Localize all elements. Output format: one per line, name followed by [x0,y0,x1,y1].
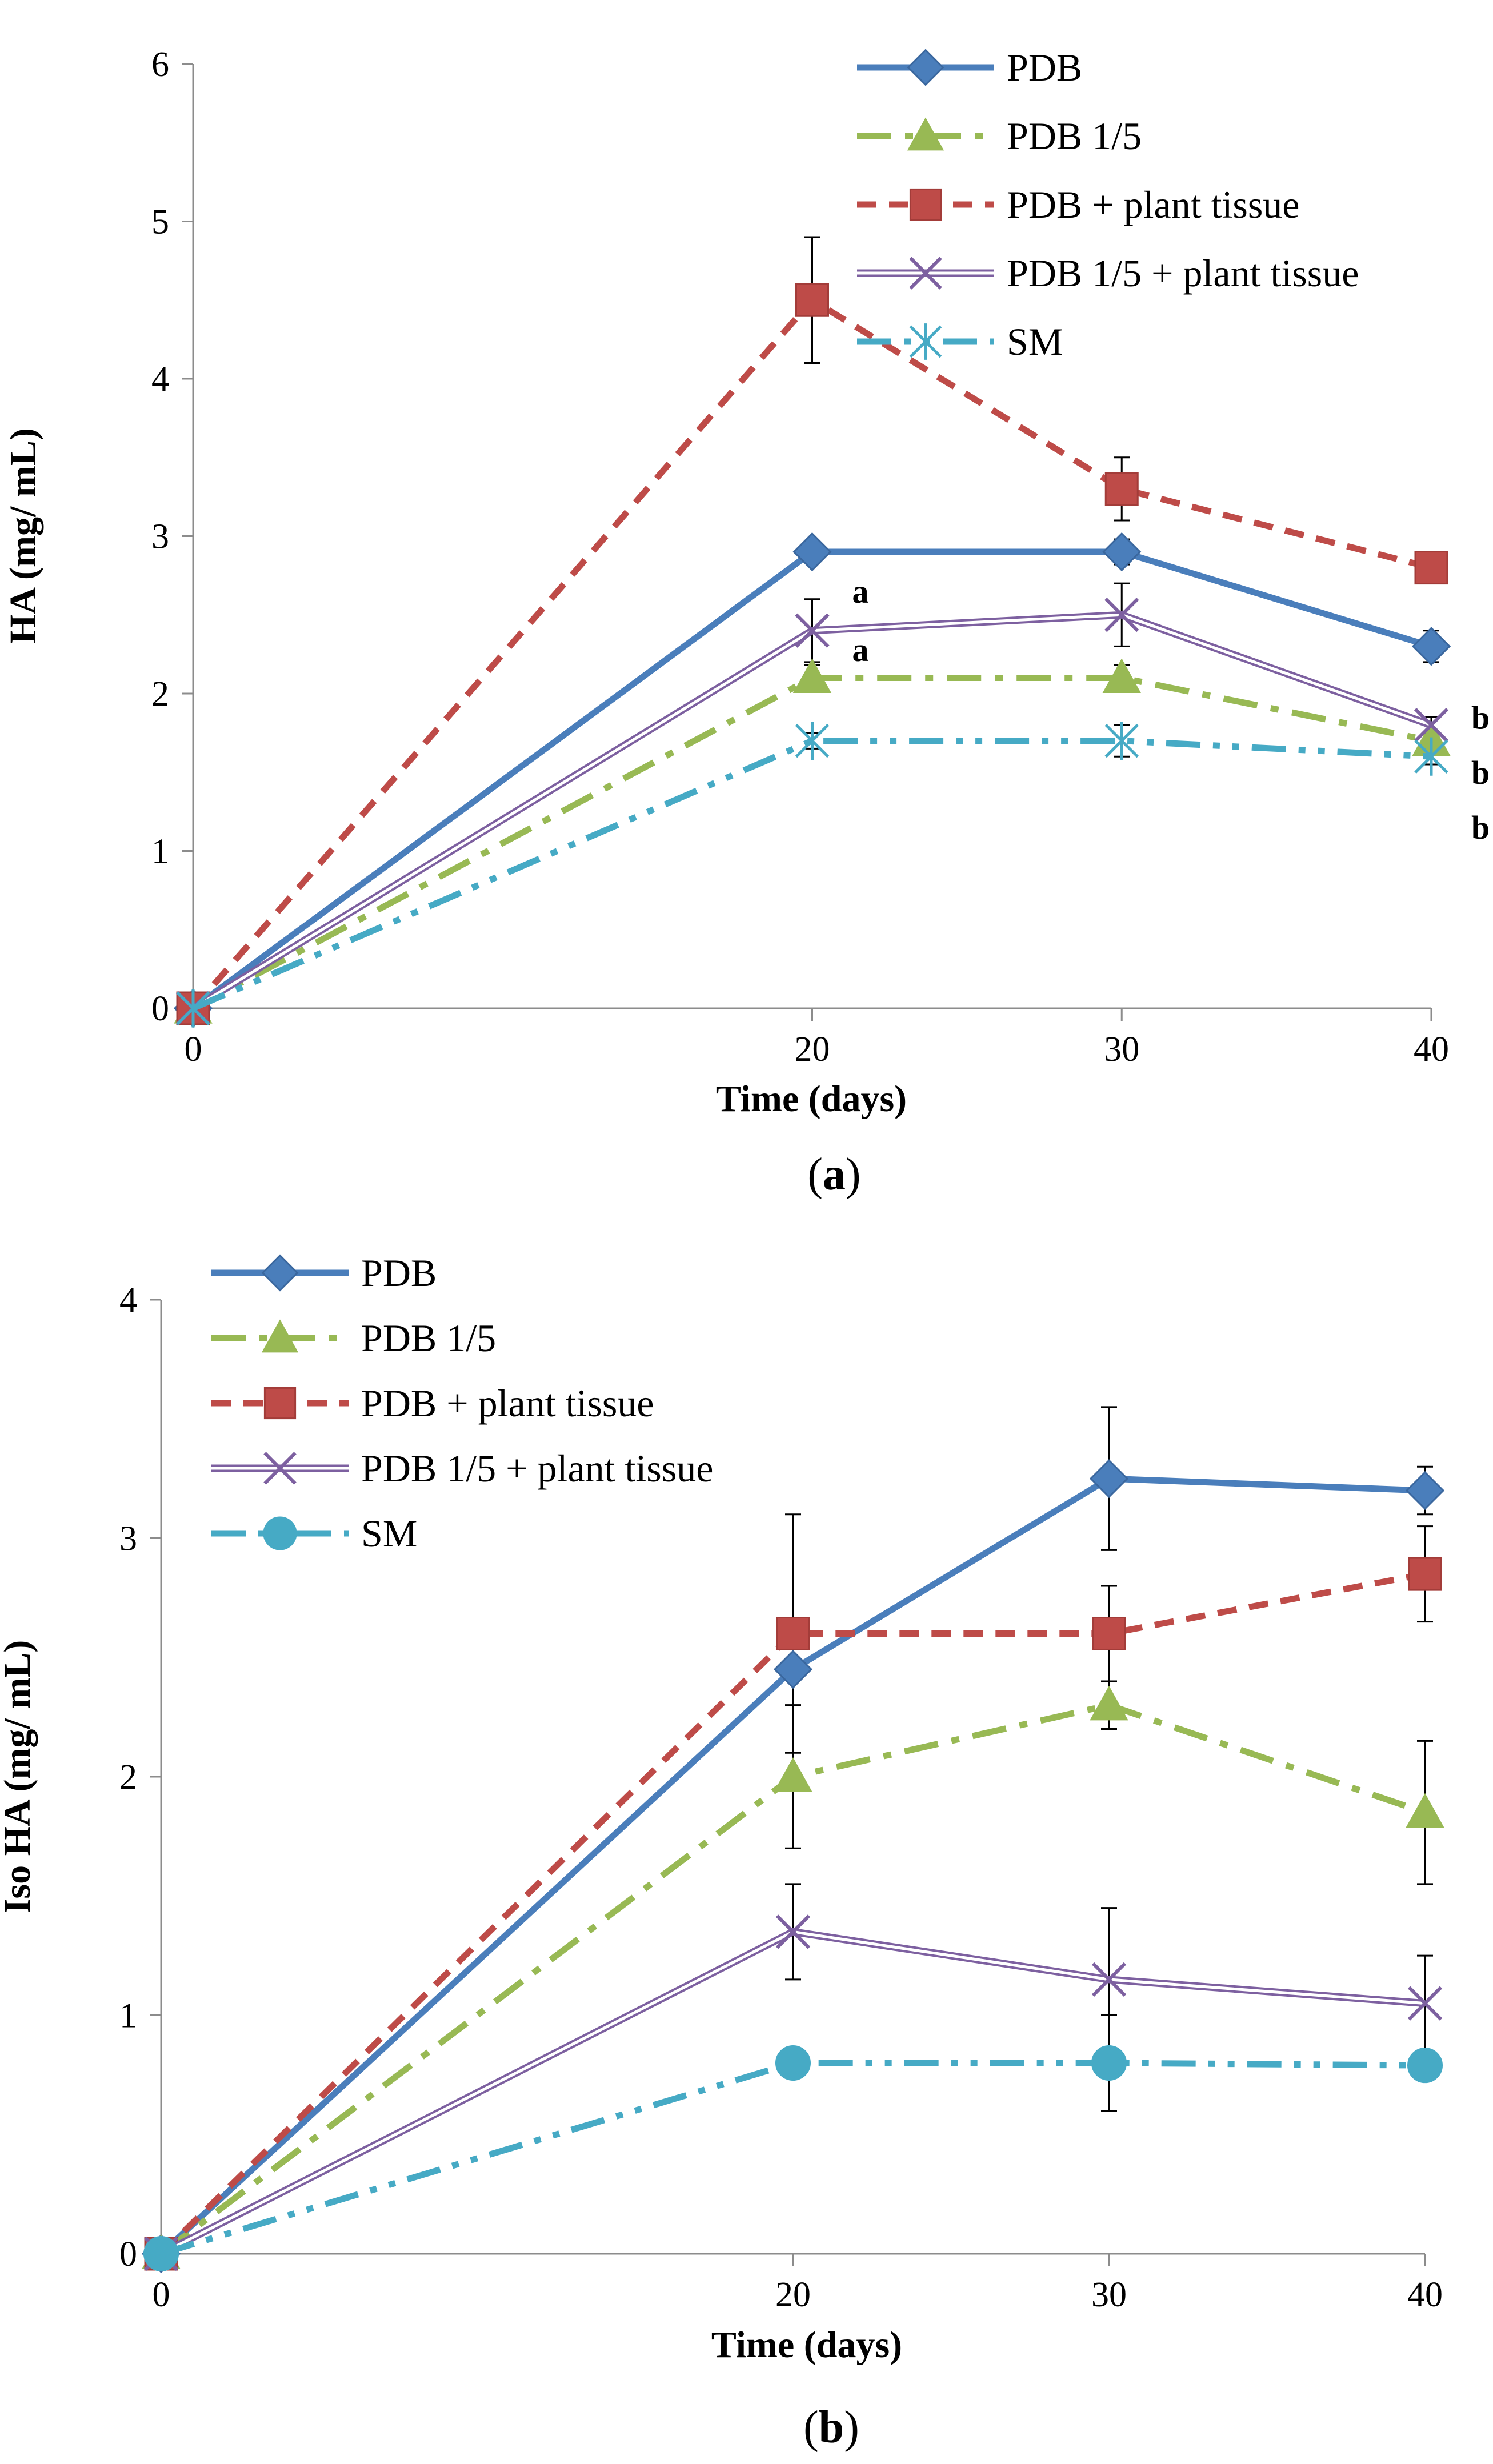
panel-caption: (a) [807,1149,860,1200]
y-tick-label: 3 [119,1520,137,1558]
significance-letter: b [1471,809,1490,846]
data-point-pdb-plant-tissue [1408,1557,1442,1591]
legend-marker-pdb-plant-tissue [909,188,942,221]
data-point-pdb [1102,532,1142,572]
series-line-pdb-1-5-plant-tissue [191,611,1433,1012]
data-point-pdb-plant-tissue [776,1617,810,1650]
significance-letter: a [852,573,869,610]
data-point-pdb [792,532,832,572]
legend-marker-pdb-1-5-plant-tissue [263,1452,297,1485]
data-point-pdb-plant-tissue [1092,1617,1126,1650]
legend-marker-pdb-1-5-plant-tissue [909,257,942,290]
series-line-pdb-1-5 [159,1702,1426,2257]
data-point-sm [775,2045,811,2081]
data-point-pdb-1-5-plant-tissue [1091,1962,1127,1997]
y-tick-label: 1 [151,832,169,871]
significance-letter: a [852,631,869,668]
y-tick-label: 1 [119,1997,137,2036]
legend-marker-sm [909,323,942,360]
y-axis-title: HA (mg/ mL) [2,428,44,644]
data-point-pdb-1-5-plant-tissue [1414,707,1449,743]
data-point-pdb-plant-tissue [1414,551,1448,585]
legend-label: SM [1007,320,1063,363]
data-point-sm [1407,2048,1443,2084]
legend-label: SM [361,1512,417,1555]
x-tick-label: 20 [795,1030,830,1069]
series-line-pdb-plant-tissue [159,1570,1426,2256]
data-point-pdb-1-5 [792,658,832,694]
y-tick-label: 0 [151,989,169,1028]
significance-letter: b [1471,699,1490,736]
legend-marker-pdb-1-5 [261,1319,299,1353]
y-tick-label: 4 [151,360,169,399]
legend-label: PDB + plant tissue [361,1381,654,1425]
x-tick-label: 40 [1407,2275,1443,2314]
data-point-pdb-1-5-plant-tissue [795,613,830,648]
series-line-pdb-plant-tissue [190,297,1432,1011]
data-point-pdb-1-5-plant-tissue [1104,598,1139,632]
series-line-pdb [191,548,1432,1011]
y-tick-label: 2 [119,1758,137,1797]
panel-caption-letter: b [819,2402,844,2453]
legend-marker-pdb-1-5 [907,117,944,151]
y-tick-label: 2 [151,675,169,714]
legend-label: PDB 1/5 + plant tissue [1007,251,1359,295]
data-point-pdb-1-5-plant-tissue [1407,1986,1443,2021]
legend-marker-pdb [261,1254,299,1292]
x-tick-label: 20 [775,2275,811,2314]
data-point-pdb-plant-tissue [795,283,829,317]
data-point-pdb-1-5 [1090,1685,1128,1721]
y-tick-label: 0 [119,2235,137,2274]
y-axis-title: Iso HA (mg/ mL) [0,1640,38,1914]
legend-label: PDB [1007,46,1082,89]
x-tick-label: 40 [1414,1030,1449,1069]
legend-marker-sm [263,1516,297,1550]
data-point-sm [143,2236,179,2271]
y-tick-label: 6 [151,45,169,84]
x-axis-title: Time (days) [711,2324,902,2366]
x-tick-label: 30 [1091,2275,1127,2314]
data-point-sm [795,722,830,760]
legend-label: PDB 1/5 + plant tissue [361,1447,713,1490]
x-tick-label: 0 [185,1030,202,1069]
data-point-sm [1104,722,1139,760]
y-tick-label: 4 [119,1281,137,1320]
data-point-pdb [773,1650,813,1689]
data-point-pdb-1-5 [1102,658,1141,694]
data-point-pdb-plant-tissue [1104,472,1139,506]
series-line-sm [160,2060,1426,2257]
y-tick-label: 3 [151,518,169,556]
panel-caption-letter: a [823,1149,846,1200]
data-point-pdb-1-5 [1406,1793,1444,1828]
data-point-pdb-1-5-plant-tissue [775,1914,811,1949]
legend-label: PDB 1/5 [1007,114,1142,158]
data-point-pdb [1405,1471,1445,1511]
data-point-sm [176,989,210,1028]
legend-marker-pdb-plant-tissue [263,1387,297,1420]
series-line-sm [191,738,1432,1012]
legend: PDB PDB 1/5 PDB + plant tissue PDB 1/5 + pl… [857,46,1359,363]
data-point-pdb-1-5 [774,1757,812,1792]
data-point-pdb [1411,627,1451,666]
data-point-pdb [1089,1459,1129,1499]
significance-letter: b [1471,754,1490,791]
series-line-pdb [159,1475,1426,2257]
x-tick-label: 0 [153,2275,170,2314]
x-axis-title: Time (days) [716,1078,907,1120]
legend: PDB PDB 1/5 PDB + plant tissue PDB 1/5 + pl… [211,1251,713,1555]
legend-label: PDB + plant tissue [1007,183,1300,226]
panel-caption: (b) [803,2402,859,2453]
legend-marker-pdb [907,49,944,86]
data-point-sm [1091,2045,1127,2081]
legend-label: PDB 1/5 [361,1316,496,1360]
y-tick-label: 5 [151,203,169,242]
data-point-sm [1414,737,1448,776]
series-line-pdb-1-5 [191,674,1432,1011]
series-line-pdb-1-5-plant-tissue [159,1928,1426,2257]
legend-label: PDB [361,1251,437,1295]
x-tick-label: 30 [1104,1030,1139,1069]
